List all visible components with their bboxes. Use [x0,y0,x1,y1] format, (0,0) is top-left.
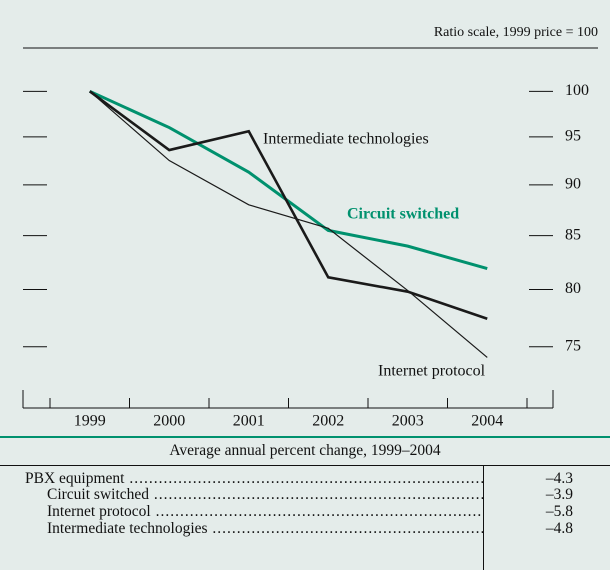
series-line [89,89,488,271]
y-tick-label: 75 [565,337,581,354]
x-tick-label: 2003 [392,413,424,430]
row-label: PBX equipment [25,470,483,488]
series-label: Circuit switched [347,206,459,223]
x-tick-label: 2001 [233,413,265,430]
x-tick-label: 1999 [74,413,106,430]
table-rule [0,465,610,466]
table-row: PBX equipment –4.3 [25,470,573,487]
chart-subtitle: Ratio scale, 1999 price = 100 [434,25,598,40]
y-tick-label: 85 [565,226,581,243]
y-tick-label: 80 [565,280,581,297]
row-value: –4.3 [545,469,573,487]
row-label: Internet protocol [25,503,483,521]
table: Average annual percent change, 1999–2004… [0,438,610,570]
series-line [88,90,488,321]
row-label: Intermediate technologies [25,520,483,538]
y-tick-label: 100 [565,82,589,99]
row-value: –3.9 [545,486,573,504]
y-tick-label: 95 [565,128,581,145]
x-tick-label: 2004 [471,413,503,430]
x-tick-label: 2002 [312,413,344,430]
table-row: Circuit switched –3.9 [25,486,573,504]
row-label: Circuit switched [25,486,483,504]
y-tick-label: 90 [565,176,581,193]
column-rule [483,465,484,570]
series-line [89,90,488,358]
table-row: Intermediate technologies –4.8 [25,520,573,537]
row-value: –5.8 [545,502,573,520]
table-row: Internet protocol –5.8 [25,503,573,520]
series-label: Intermediate technologies [263,131,429,148]
row-value: –4.8 [545,519,573,537]
series-label: Internet protocol [378,363,486,380]
x-tick-label: 2000 [153,413,185,430]
table-title: Average annual percent change, 1999–2004 [169,442,441,459]
chart: Ratio scale, 1999 price = 100 75 80 85 90 95… [0,25,610,438]
